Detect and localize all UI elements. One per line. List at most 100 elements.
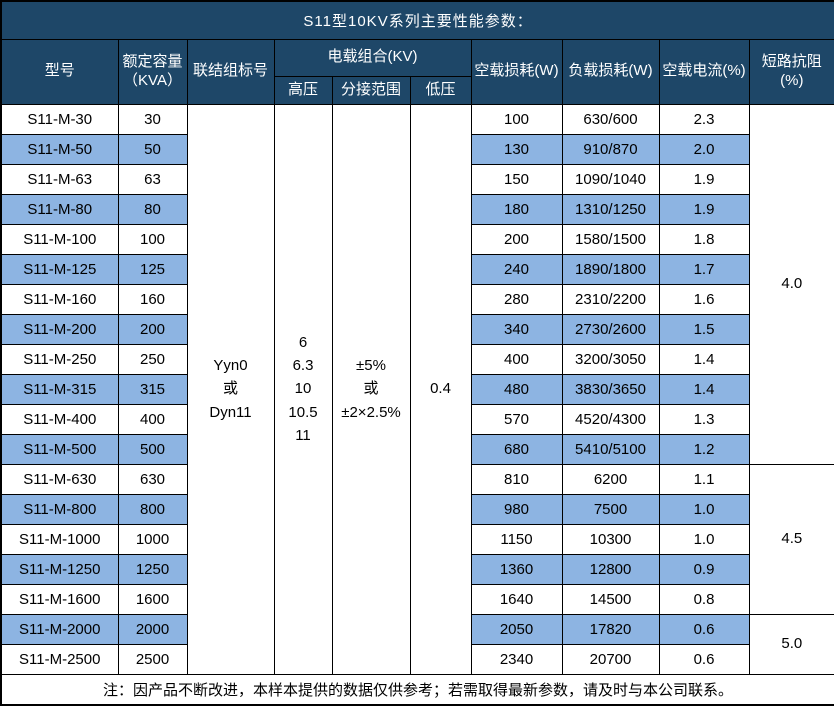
capacity-cell: 500 [117,433,188,465]
table-row: S11-M-800 800 980 7500 1.0 [0,493,834,525]
capacity-cell: 1000 [117,523,188,555]
no-load-current-cell: 1.0 [658,523,750,555]
model-cell: S11-M-200 [0,313,119,345]
no-load-loss-cell: 130 [470,133,563,165]
no-load-current-cell: 1.5 [658,313,750,345]
table-row: S11-M-30 30 Yyn0 或 Dyn11 6 6.3 10 10.5 11 ±5… [0,103,834,675]
model-cell: S11-M-100 [0,223,119,255]
table-header: S11型10KV系列主要性能参数： 型号 额定容量 （KVA） 联结组标号 电载… [0,0,834,105]
no-load-loss-cell: 400 [470,343,563,375]
load-loss-cell: 2310/2200 [561,283,660,315]
capacity-cell: 80 [117,193,188,225]
table-footer: 注：因产品不断改进，本样本提供的数据仅供参考；若需取得最新参数，请及时与本公司联… [0,673,834,706]
model-cell: S11-M-80 [0,193,119,225]
load-loss-cell: 1310/1250 [561,193,660,225]
capacity-cell: 250 [117,343,188,375]
no-load-loss-cell: 570 [470,403,563,435]
load-loss-cell: 2730/2600 [561,313,660,345]
header-model: 型号 [0,38,119,105]
no-load-current-cell: 1.2 [658,433,750,465]
no-load-loss-cell: 150 [470,163,563,195]
model-cell: S11-M-160 [0,283,119,315]
capacity-cell: 400 [117,403,188,435]
no-load-loss-cell: 480 [470,373,563,405]
header-no-load-loss: 空载损耗(W) [470,38,563,105]
impedance-cell: 5.0 [748,613,834,675]
header-lv: 低压 [409,75,472,105]
load-loss-cell: 1890/1800 [561,253,660,285]
header-voltage-group: 电载组合(KV) [273,38,472,77]
table-row: S11-M-400 400 570 4520/4300 1.3 [0,403,834,435]
header-capacity: 额定容量 （KVA） [117,38,188,105]
capacity-cell: 1600 [117,583,188,615]
header-row-sub: 高压 分接范围 低压 [1,75,834,105]
capacity-cell: 2000 [117,613,188,645]
capacity-cell: 2500 [117,643,188,675]
table-row: S11-M-100 100 200 1580/1500 1.8 [0,223,834,255]
no-load-current-cell: 0.9 [658,553,750,585]
load-loss-cell: 10300 [561,523,660,555]
table-row: S11-M-2500 2500 2340 20700 0.6 [0,643,834,675]
table-body: S11-M-30 30 Yyn0 或 Dyn11 6 6.3 10 10.5 11 ±5… [0,103,834,675]
header-load-loss: 负载损耗(W) [561,38,660,105]
footnote-row: 注：因产品不断改进，本样本提供的数据仅供参考；若需取得最新参数，请及时与本公司联… [0,673,834,706]
capacity-cell: 1250 [117,553,188,585]
load-loss-cell: 910/870 [561,133,660,165]
no-load-current-cell: 2.0 [658,133,750,165]
capacity-cell: 100 [117,223,188,255]
load-loss-cell: 17820 [561,613,660,645]
no-load-current-cell: 1.9 [658,193,750,225]
no-load-current-cell: 1.1 [658,463,750,495]
lv-value-cell: 0.4 [409,103,472,675]
no-load-loss-cell: 1360 [470,553,563,585]
header-no-load-current: 空载电流(%) [658,38,750,105]
load-loss-cell: 630/600 [561,103,660,135]
no-load-current-cell: 2.3 [658,103,750,135]
capacity-cell: 63 [117,163,188,195]
page-title: S11型10KV系列主要性能参数： [0,0,834,40]
no-load-loss-cell: 1640 [470,583,563,615]
model-cell: S11-M-50 [0,133,119,165]
table-row: S11-M-125 125 240 1890/1800 1.7 [0,253,834,285]
load-loss-cell: 1090/1040 [561,163,660,195]
no-load-loss-cell: 280 [470,283,563,315]
table-row: S11-M-2000 2000 2050 17820 0.6 5.0 [0,613,834,675]
title-row: S11型10KV系列主要性能参数： [0,0,834,40]
model-cell: S11-M-400 [0,403,119,435]
no-load-loss-cell: 2340 [470,643,563,675]
load-loss-cell: 5410/5100 [561,433,660,465]
model-cell: S11-M-2000 [0,613,119,645]
table-row: S11-M-1250 1250 1360 12800 0.9 [0,553,834,585]
load-loss-cell: 1580/1500 [561,223,660,255]
table-row: S11-M-315 315 480 3830/3650 1.4 [0,373,834,405]
tap-range-cell: ±5% 或 ±2×2.5% [331,103,411,675]
no-load-loss-cell: 980 [470,493,563,525]
no-load-loss-cell: 680 [470,433,563,465]
capacity-cell: 160 [117,283,188,315]
table-row: S11-M-500 500 680 5410/5100 1.2 [0,433,834,465]
hv-values-cell: 6 6.3 10 10.5 11 [273,103,333,675]
no-load-current-cell: 1.3 [658,403,750,435]
model-cell: S11-M-63 [0,163,119,195]
no-load-loss-cell: 2050 [470,613,563,645]
no-load-current-cell: 1.8 [658,223,750,255]
model-cell: S11-M-500 [0,433,119,465]
load-loss-cell: 12800 [561,553,660,585]
capacity-cell: 125 [117,253,188,285]
capacity-cell: 50 [117,133,188,165]
no-load-current-cell: 0.6 [658,613,750,645]
header-connection: 联结组标号 [186,38,275,105]
load-loss-cell: 4520/4300 [561,403,660,435]
no-load-loss-cell: 200 [470,223,563,255]
load-loss-cell: 7500 [561,493,660,525]
no-load-loss-cell: 810 [470,463,563,495]
model-cell: S11-M-250 [0,343,119,375]
load-loss-cell: 20700 [561,643,660,675]
no-load-current-cell: 1.6 [658,283,750,315]
model-cell: S11-M-800 [0,493,119,525]
model-cell: S11-M-315 [0,373,119,405]
model-cell: S11-M-630 [0,463,119,495]
no-load-current-cell: 1.4 [658,373,750,405]
